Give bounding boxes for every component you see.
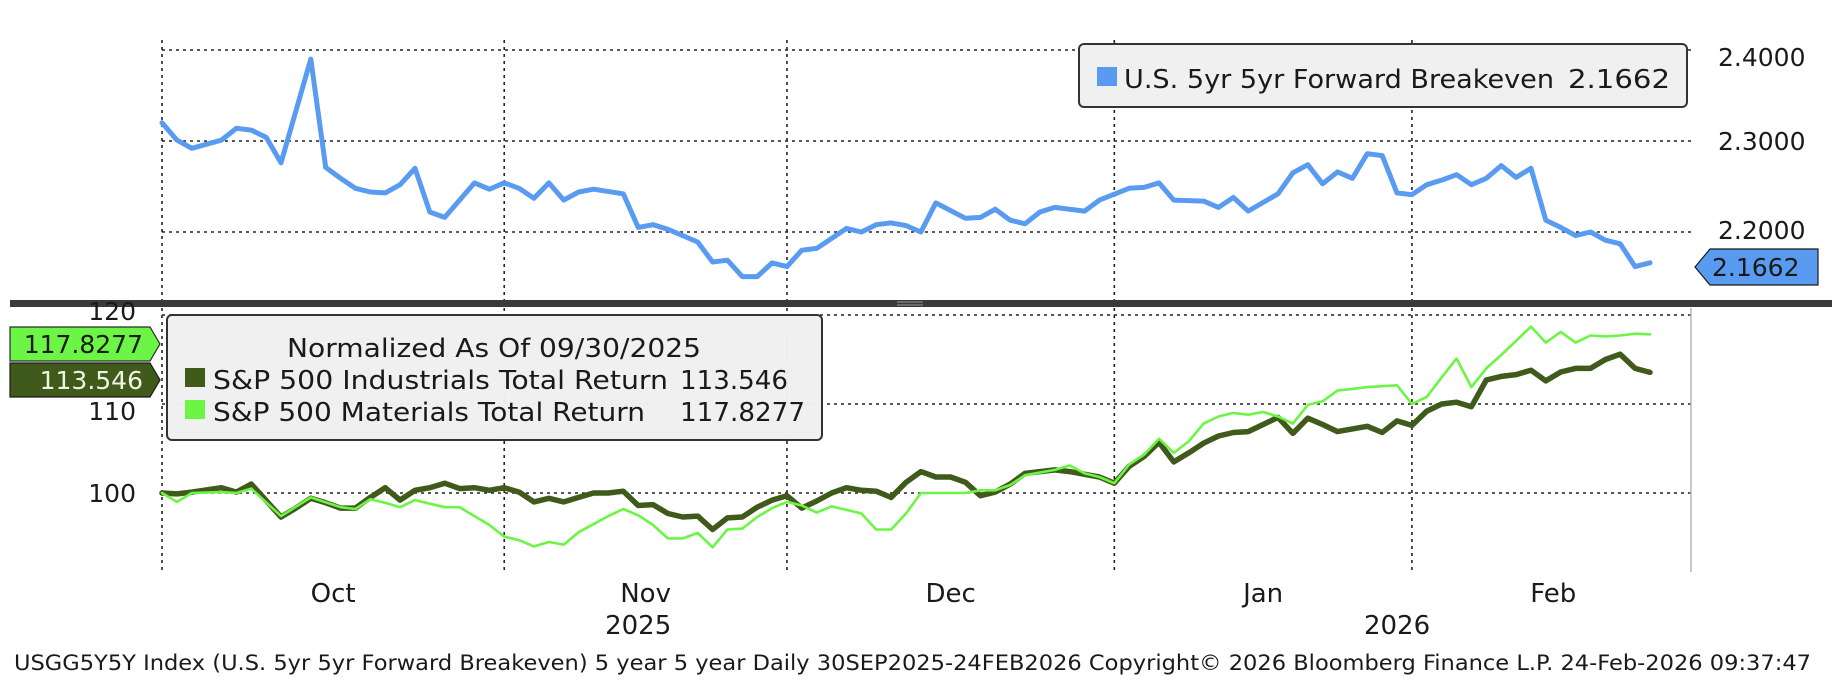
x-tick-month: Dec [925, 579, 975, 609]
y-tick-label: 100 [88, 479, 136, 508]
legend-value-industrials: 113.546 [680, 366, 788, 396]
chart-footer: USGG5Y5Y Index (U.S. 5yr 5yr Forward Bre… [14, 651, 1811, 675]
x-tick-year: 2026 [1364, 611, 1430, 641]
x-tick-month: Nov [620, 579, 671, 609]
last-value-tag-breakeven: 2.1662 [1694, 248, 1819, 286]
y-tick-label: 2.2000 [1718, 216, 1805, 245]
legend-top[interactable]: U.S. 5yr 5yr Forward Breakeven 2.1662 [1078, 43, 1688, 108]
last-value-tag-text: 117.8277 [24, 330, 143, 359]
last-value-tag-text: 113.546 [40, 366, 143, 395]
last-value-tag-text: 2.1662 [1712, 253, 1799, 282]
legend-swatch-industrials [185, 368, 205, 387]
x-tick-month: Jan [1241, 579, 1283, 609]
legend-value-breakeven: 2.1662 [1568, 65, 1670, 95]
y-tick-label: 2.4000 [1718, 43, 1805, 72]
x-tick-month: Feb [1530, 579, 1576, 609]
legend-label-industrials: S&P 500 Industrials Total Return [213, 366, 668, 396]
series-line-industrials [159, 351, 1653, 533]
x-tick-month: Oct [311, 579, 356, 609]
divider-handle-icon[interactable] [897, 301, 923, 306]
legend-label-materials: S&P 500 Materials Total Return [213, 398, 645, 428]
series-layer [159, 56, 1653, 549]
last-value-tag-materials: 117.8277 [9, 326, 161, 362]
panel-divider[interactable] [10, 300, 1832, 307]
legend-bottom[interactable]: Normalized As Of 09/30/2025 S&P 500 Indu… [166, 314, 823, 441]
y-tick-label: 2.3000 [1718, 127, 1805, 156]
y-tick-label: 120 [88, 297, 136, 326]
series-line-breakeven [159, 56, 1653, 280]
last-value-tag-industrials: 113.546 [9, 362, 161, 398]
legend-swatch-breakeven [1097, 67, 1117, 86]
legend-swatch-materials [185, 400, 205, 419]
legend-value-materials: 117.8277 [680, 398, 805, 428]
series-line-materials [160, 325, 1652, 549]
y-tick-label: 110 [88, 397, 136, 426]
legend-title: Normalized As Of 09/30/2025 [287, 334, 701, 364]
legend-label-breakeven: U.S. 5yr 5yr Forward Breakeven [1124, 65, 1554, 95]
x-tick-year: 2025 [605, 611, 671, 641]
